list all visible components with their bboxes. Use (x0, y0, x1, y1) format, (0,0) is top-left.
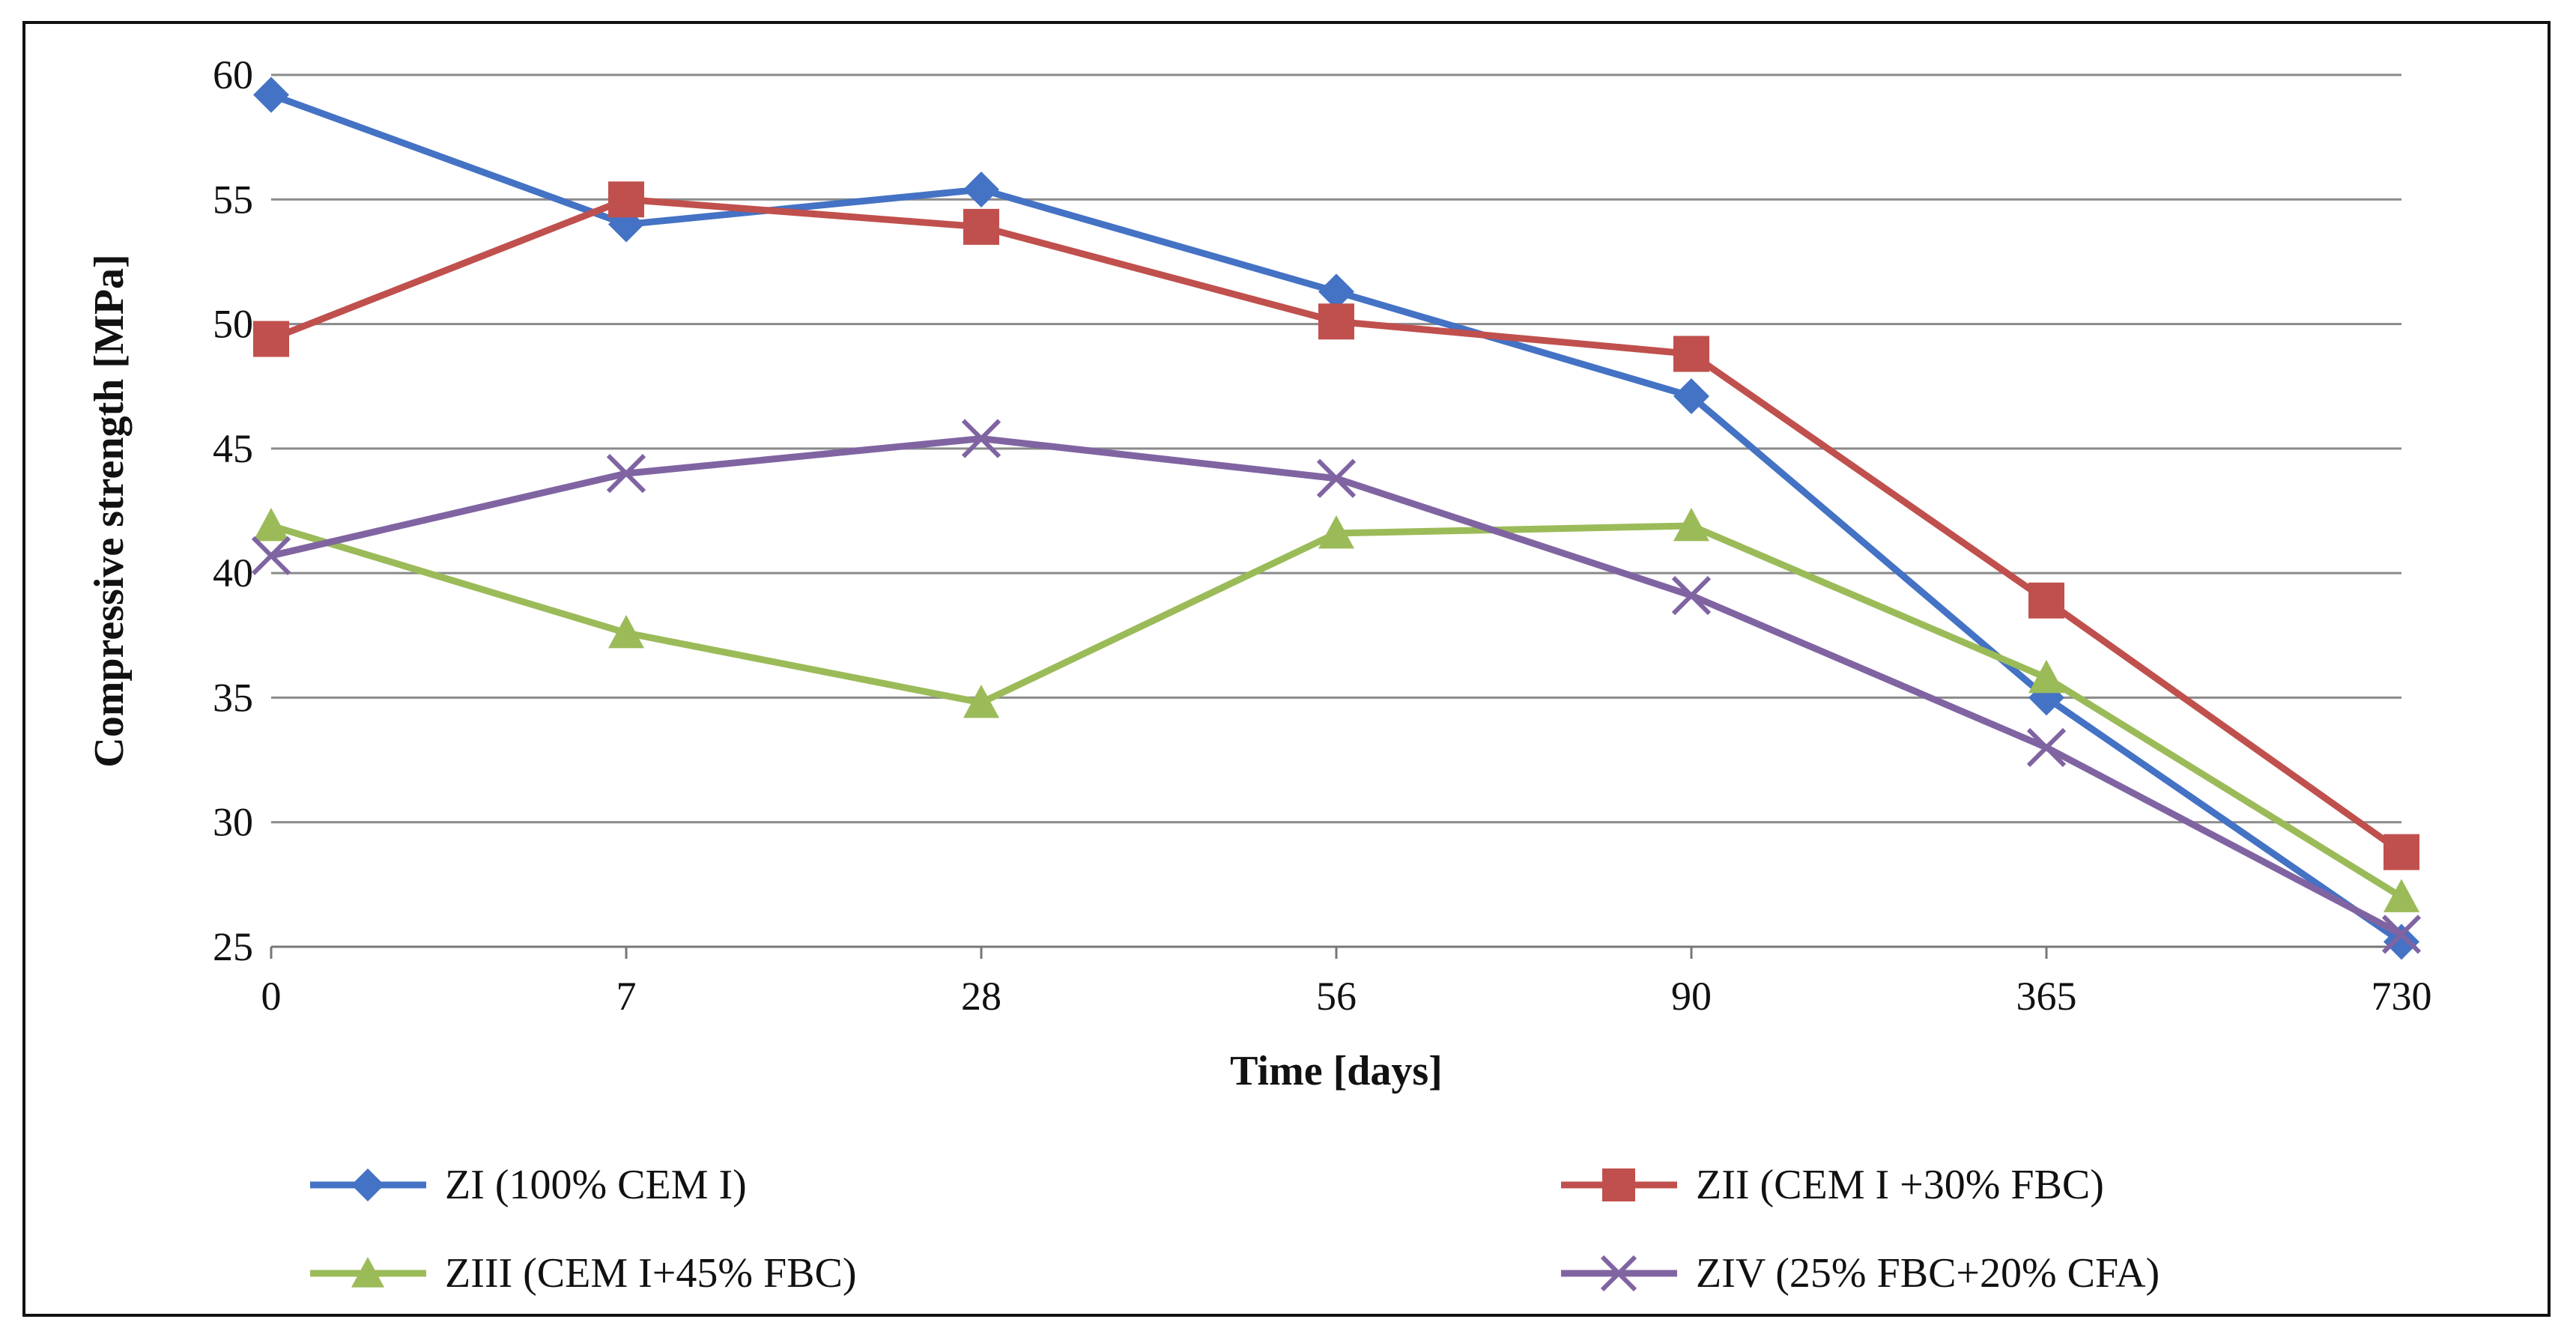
series-1-point (253, 76, 289, 113)
legend-item: ZIII (CEM I+45% FBC) (310, 1250, 857, 1297)
series-3-point (2383, 879, 2419, 912)
y-tick-label: 35 (213, 675, 253, 720)
series-4-point-stroke-b (961, 419, 1001, 458)
series-2-point (1318, 303, 1354, 340)
series-4-point (2026, 727, 2067, 768)
series-3-point (253, 507, 289, 542)
series-4-point-stroke-b (1671, 575, 1712, 616)
y-tick-label: 25 (213, 924, 253, 969)
y-tick-label: 45 (213, 426, 253, 471)
series-4-point-stroke-b (2026, 727, 2067, 768)
series-4-point (606, 453, 646, 494)
x-tick-label: 0 (261, 974, 282, 1019)
series-4-point-stroke-b (1316, 458, 1357, 498)
x-tick-label: 365 (2016, 974, 2077, 1019)
series-3-point (1318, 515, 1354, 549)
series-3-line (270, 522, 2404, 900)
y-axis-title: Compressive strength [MPa] (86, 254, 133, 767)
x-tick-label: 730 (2372, 974, 2432, 1019)
series-2-point (2028, 582, 2064, 619)
legend-item: ZIV (25% FBC+20% CFA) (1561, 1250, 2160, 1297)
y-tick-label: 55 (213, 177, 253, 222)
legend-label: ZI (100% CEM I) (445, 1162, 747, 1208)
legend-swatch-marker (351, 1257, 384, 1288)
line-chart: 25 30 35 40 45 50 55 60 0 7 28 56 90 365 730 Time [days… (86, 52, 2432, 1297)
series-1-point (1318, 273, 1354, 310)
series-3-point (963, 685, 999, 718)
series-3-point (2028, 659, 2064, 694)
series-4-point-stroke-b (606, 453, 646, 494)
x-tick-label: 28 (961, 974, 1001, 1019)
series-4-line (270, 435, 2404, 938)
chart-frame: 25 30 35 40 45 50 55 60 0 7 28 56 90 365 730 Time [days… (22, 21, 2551, 1317)
y-tick-label: 60 (213, 52, 253, 97)
x-axis-title: Time [days] (1230, 1048, 1443, 1094)
legend-label: ZIV (25% FBC+20% CFA) (1696, 1250, 2160, 1297)
y-tick-label: 30 (213, 800, 253, 845)
series-4-point (961, 419, 1001, 458)
series-4-point-stroke-b (2381, 915, 2422, 954)
series-2-point (608, 181, 644, 218)
legend-item: ZII (CEM I +30% FBC) (1561, 1162, 2104, 1208)
series-2-point (963, 208, 999, 245)
series-4-point (1671, 575, 1712, 616)
series-1-point (608, 206, 644, 243)
legend-swatch-marker-stroke-b (1600, 1255, 1637, 1292)
series-4-point-stroke-b (251, 536, 291, 575)
series-2-point (2383, 834, 2419, 870)
series-4-point (1316, 458, 1357, 498)
series-2-point (253, 321, 289, 357)
series-1-point (1673, 378, 1709, 415)
x-tick-label: 56 (1316, 974, 1357, 1019)
legend-swatch-marker (351, 1168, 384, 1201)
legend-label: ZII (CEM I +30% FBC) (1696, 1162, 2104, 1208)
series-4-point (2381, 915, 2422, 954)
legend-swatch-marker (1600, 1255, 1637, 1292)
legend-item: ZI (100% CEM I) (310, 1162, 747, 1208)
series-2-point (1673, 336, 1709, 372)
series-3-point (608, 614, 644, 649)
y-tick-label: 50 (213, 302, 253, 347)
series-4-point (251, 536, 291, 575)
y-tick-label: 40 (213, 551, 253, 595)
legend-label: ZIII (CEM I+45% FBC) (445, 1250, 857, 1297)
series-1-point (963, 171, 999, 207)
x-tick-label: 7 (616, 974, 637, 1019)
x-tick-label: 90 (1671, 974, 1712, 1019)
legend-swatch-marker (1602, 1168, 1635, 1201)
series-3-point (1673, 507, 1709, 542)
